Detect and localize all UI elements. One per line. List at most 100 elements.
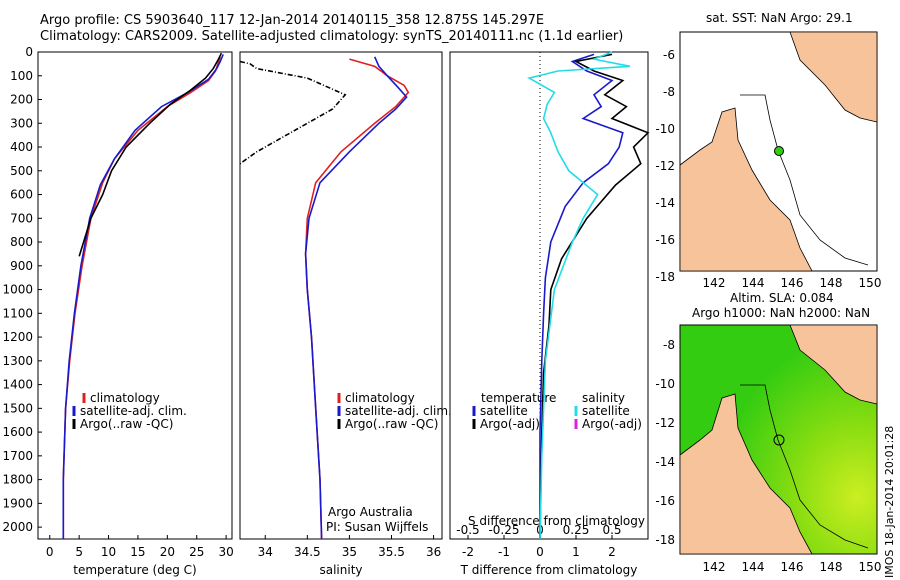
y-tick-label: 400 [10, 140, 33, 154]
x-tick-label: 34 [258, 545, 273, 559]
plot-frame [239, 51, 443, 540]
x-tick-label: 10 [101, 545, 116, 559]
legend-label-clim: climatology [345, 391, 415, 405]
map-top-reef-contour [740, 94, 869, 266]
y-tick-label: 900 [10, 259, 33, 273]
y-tick-label: 1100 [2, 306, 33, 320]
x-axis-label: salinity [319, 563, 362, 577]
legend-label-argo: Argo(..raw -QC) [80, 417, 173, 431]
map-lon-label: 142 [703, 560, 726, 574]
x-tick-label: 30 [218, 545, 233, 559]
map-bottom-land-aus [679, 393, 813, 555]
map-lon-label: 148 [820, 276, 843, 290]
argo-location-marker [774, 146, 784, 156]
legend-label-sat: satellite-adj. clim. [345, 404, 452, 418]
series-line [78, 52, 223, 257]
x-tick-label: 1 [572, 545, 580, 559]
map-bottom-title2: Argo h1000: NaN h2000: NaN [692, 306, 870, 320]
y-tick-label: 700 [10, 211, 33, 225]
map-lat-label: -18 [655, 270, 675, 284]
legend-temperature: climatology satellite-adj. clim. Argo(..… [72, 391, 187, 431]
plot-frame [449, 51, 649, 540]
series-line [62, 54, 224, 539]
x2-tick-label: -0.5 [456, 523, 479, 537]
x-tick-label: -1 [498, 545, 510, 559]
map-bottom-title1: Altim. SLA: 0.084 [730, 291, 834, 305]
map-lon-label: 146 [781, 276, 804, 290]
x-tick-label: 25 [189, 545, 204, 559]
map-lat-label: -12 [655, 416, 675, 430]
y-tick-label: 300 [10, 116, 33, 130]
map-top-land-aus [679, 107, 813, 272]
y-tick-label: 100 [10, 69, 33, 83]
header-line2: Climatology: CARS2009. Satellite-adjuste… [40, 29, 624, 44]
series-line [304, 56, 408, 540]
map-lon-label: 148 [820, 560, 843, 574]
x-tick-label: 35.5 [378, 545, 405, 559]
legend-label-clim: climatology [90, 391, 160, 405]
legend-label-sat: satellite-adj. clim. [80, 404, 187, 418]
map-bottom-contour [740, 384, 869, 549]
y-tick-label: 1400 [2, 378, 33, 392]
y-tick-label: 800 [10, 235, 33, 249]
map-lat-label: -16 [655, 494, 675, 508]
footer-note: IMOS 18-Jan-2014 20:01:28 [883, 426, 896, 578]
map-lat-label: -18 [655, 533, 675, 547]
x-axis-label: T difference from climatology [460, 563, 638, 577]
x-tick-label: 5 [75, 545, 83, 559]
series-line [539, 53, 624, 539]
chart-panel-1: 34 34.5 35 35.5 36 salinity [239, 51, 443, 577]
map-lon-label: 146 [781, 560, 804, 574]
legend-label-s-sat: satellite [582, 404, 630, 418]
legend-salinity: climatology satellite-adj. clim. Argo(..… [337, 391, 452, 431]
map-bottom: Altim. SLA: 0.084 Argo h1000: NaN h2000:… [655, 291, 881, 574]
chart-panel-2: -2 -1 0 1 2 T difference from climatology -0.5… [449, 51, 650, 577]
x-tick-label: -2 [462, 545, 474, 559]
map-lat-label: -8 [663, 85, 675, 99]
y-tick-label: 0 [25, 45, 33, 59]
x-tick-label: 36 [426, 545, 441, 559]
series-line [239, 60, 347, 165]
header-line1: Argo profile: CS 5903640_117 12-Jan-2014… [40, 13, 545, 28]
x-tick-label: 15 [130, 545, 145, 559]
credit-line2: PI: Susan Wijffels [326, 520, 428, 534]
x2-tick-label: 0.25 [563, 523, 590, 537]
map-lat-label: -10 [655, 122, 675, 136]
x2-tick-label: 0.5 [602, 523, 621, 537]
map-lat-label: -6 [663, 48, 675, 62]
x-axis-label: temperature (deg C) [73, 563, 196, 577]
legend-label-s-argo: Argo(-adj) [582, 417, 642, 431]
map-lat-label: -14 [655, 196, 675, 210]
map-lon-label: 142 [703, 276, 726, 290]
argo-location-marker-bottom [773, 434, 785, 446]
y-tick-label: 600 [10, 188, 33, 202]
y-tick-label: 1700 [2, 449, 33, 463]
map-lat-label: -16 [655, 233, 675, 247]
x-tick-label: 2 [608, 545, 616, 559]
y-tick-label: 500 [10, 164, 33, 178]
x-tick-label: 35 [342, 545, 357, 559]
y-tick-label: 1000 [2, 283, 33, 297]
y-tick-label: 1200 [2, 330, 33, 344]
map-lon-label: 144 [742, 276, 765, 290]
map-lat-label: -12 [655, 159, 675, 173]
y-tick-label: 1600 [2, 425, 33, 439]
legend-label-t-sat: satellite [480, 404, 528, 418]
legend-label-t-argo: Argo(-adj) [480, 417, 540, 431]
legend-header-temperature: temperature [481, 391, 556, 405]
s-diff-label: S difference from climatology [468, 514, 645, 528]
y-tick-label: 1300 [2, 354, 33, 368]
x2-tick-label: -0.25 [488, 523, 519, 537]
map-top: sat. SST: NaN Argo: 29.1 142 144 146 148 150… [655, 11, 881, 290]
map-lon-label: 144 [742, 560, 765, 574]
legend-header-salinity: salinity [582, 391, 625, 405]
credit-line1: Argo Australia [328, 505, 413, 519]
y-tick-label: 1500 [2, 401, 33, 415]
map-lat-label: -14 [655, 455, 675, 469]
y-tick-label: 200 [10, 93, 33, 107]
y-tick-label: 1800 [2, 473, 33, 487]
map-top-title: sat. SST: NaN Argo: 29.1 [706, 11, 853, 25]
map-lon-label: 150 [859, 276, 882, 290]
map-bottom-land-png [680, 324, 878, 405]
legend-label-argo: Argo(..raw -QC) [345, 417, 438, 431]
